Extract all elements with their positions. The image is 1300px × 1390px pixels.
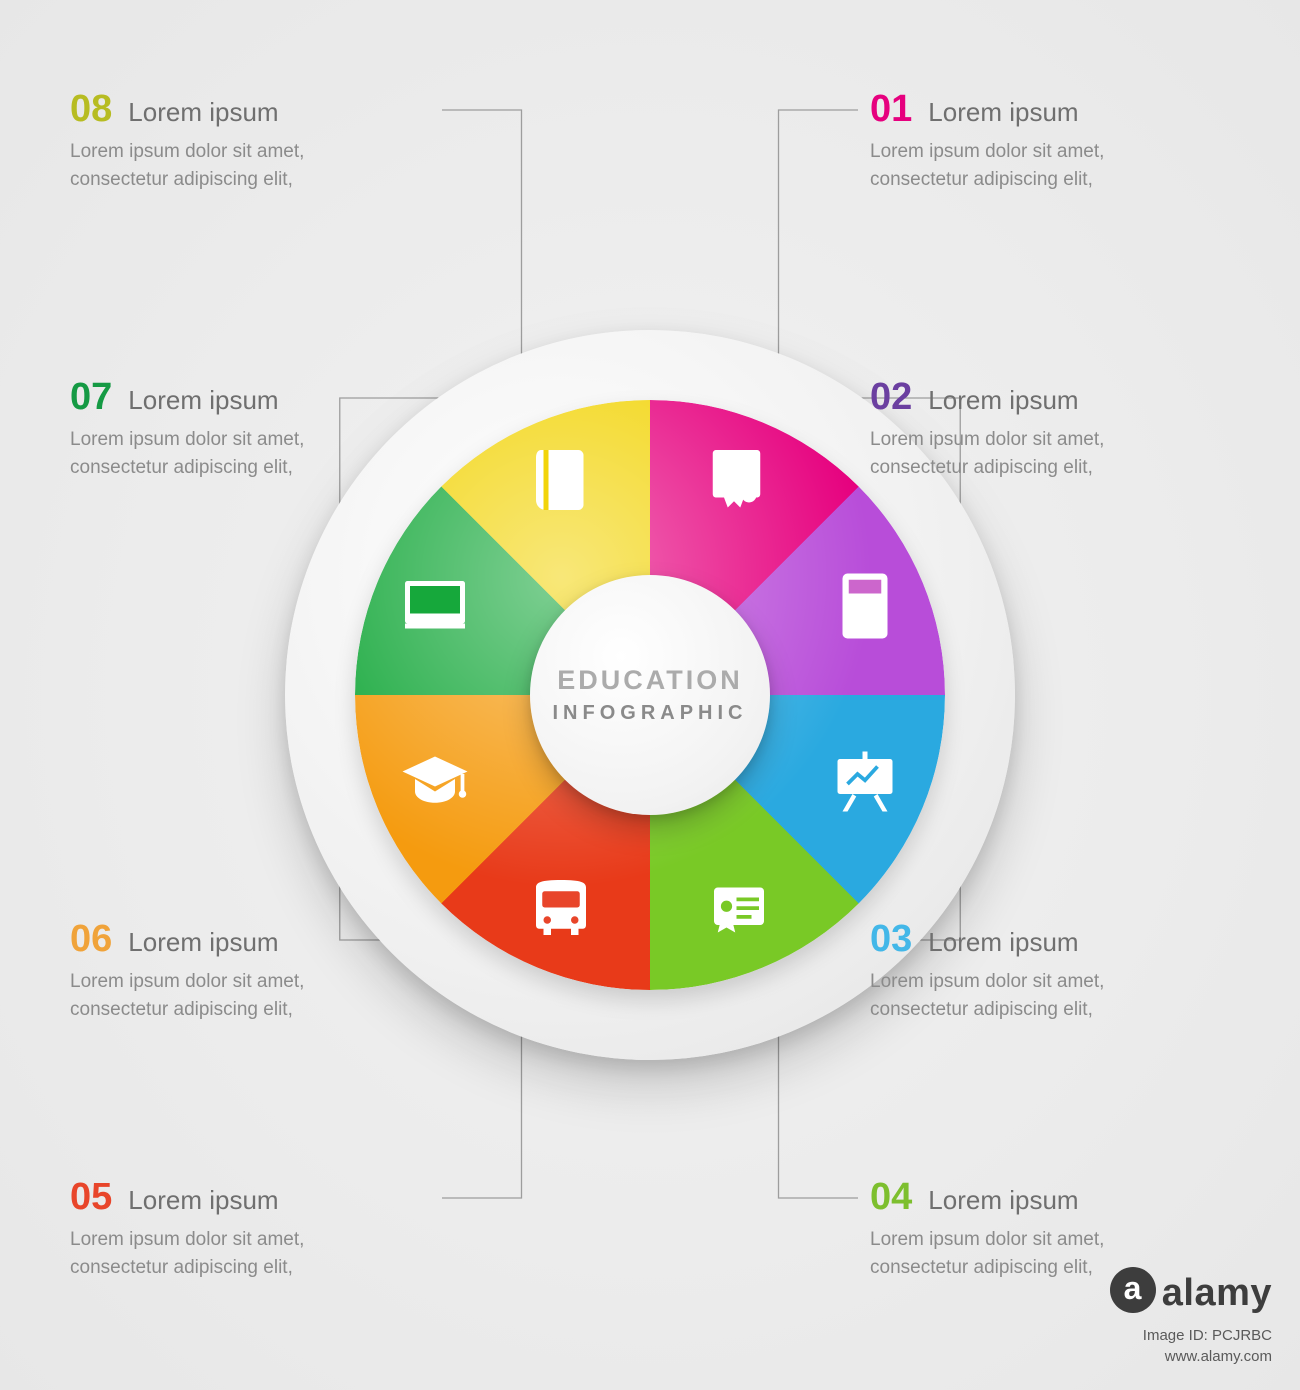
callout-number: 01 [870,90,912,128]
callout-body: Lorem ipsum dolor sit amet, consectetur … [870,138,1200,193]
callout-number: 02 [870,378,912,416]
center-title-1: EDUCATION [557,665,743,696]
image-id: Image ID: PCJRBC [1143,1325,1272,1347]
callout-title: Lorem ipsum [928,97,1078,128]
callout-body: Lorem ipsum dolor sit amet, consectetur … [70,968,400,1023]
board-icon [395,566,475,646]
callout-body: Lorem ipsum dolor sit amet, consectetur … [70,426,400,481]
callout-07: 07 Lorem ipsum Lorem ipsum dolor sit ame… [70,378,430,481]
callout-05: 05 Lorem ipsum Lorem ipsum dolor sit ame… [70,1178,430,1281]
center-hub: EDUCATION INFOGRAPHIC [530,575,770,815]
callout-number: 03 [870,920,912,958]
presentation-icon [825,744,905,824]
gradcap-icon [395,744,475,824]
alamy-bubble-icon [1110,1267,1156,1313]
callout-body: Lorem ipsum dolor sit amet, consectetur … [70,138,400,193]
watermark-logo: alamy [1110,1267,1272,1315]
calculator-icon [825,566,905,646]
callout-number: 07 [70,378,112,416]
callout-title: Lorem ipsum [928,927,1078,958]
watermark-text: alamy [1162,1272,1272,1314]
callout-title: Lorem ipsum [128,385,278,416]
image-source-url: www.alamy.com [1143,1346,1272,1368]
callout-number: 08 [70,90,112,128]
callout-body: Lorem ipsum dolor sit amet, consectetur … [70,1226,400,1281]
callout-number: 04 [870,1178,912,1216]
callout-04: 04 Lorem ipsum Lorem ipsum dolor sit ame… [870,1178,1230,1281]
callout-01: 01 Lorem ipsum Lorem ipsum dolor sit ame… [870,90,1230,193]
book-icon [521,440,601,520]
callout-number: 05 [70,1178,112,1216]
callout-title: Lorem ipsum [128,927,278,958]
callout-06: 06 Lorem ipsum Lorem ipsum dolor sit ame… [70,920,430,1023]
center-title-2: INFOGRAPHIC [553,702,748,725]
callout-03: 03 Lorem ipsum Lorem ipsum dolor sit ame… [870,920,1230,1023]
callout-title: Lorem ipsum [928,385,1078,416]
image-credit: Image ID: PCJRBC www.alamy.com [1143,1325,1272,1369]
callout-body: Lorem ipsum dolor sit amet, consectetur … [870,968,1200,1023]
callout-title: Lorem ipsum [928,1185,1078,1216]
callout-title: Lorem ipsum [128,1185,278,1216]
diploma-icon [699,870,779,950]
callout-number: 06 [70,920,112,958]
callout-body: Lorem ipsum dolor sit amet, consectetur … [870,426,1200,481]
callout-title: Lorem ipsum [128,97,278,128]
callout-02: 02 Lorem ipsum Lorem ipsum dolor sit ame… [870,378,1230,481]
callout-08: 08 Lorem ipsum Lorem ipsum dolor sit ame… [70,90,430,193]
bus-icon [521,870,601,950]
certificate-icon [699,440,779,520]
